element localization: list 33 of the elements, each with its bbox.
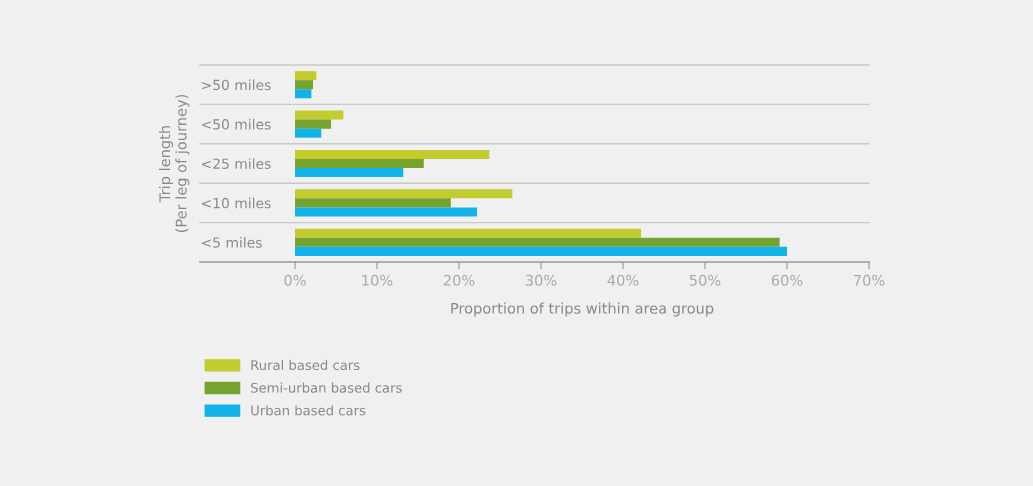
bar (295, 119, 332, 129)
x-axis-title: Proportion of trips within area group (451, 302, 714, 317)
legend-label: Urban based cars (251, 405, 366, 416)
bar (295, 89, 312, 99)
x-tick-label: 70% (853, 274, 885, 286)
y-tick-label: >50 miles (202, 79, 271, 91)
bar (295, 80, 314, 90)
x-tick-label: 60% (771, 274, 803, 286)
bar (295, 149, 490, 159)
bar (295, 198, 451, 208)
bar (295, 110, 344, 120)
y-tick-label: <25 miles (202, 158, 271, 169)
y-tick-label: <50 miles (202, 118, 271, 130)
x-tick-label: 40% (607, 274, 639, 286)
x-tick-label: 10% (362, 274, 393, 286)
bar (295, 158, 424, 169)
bar (295, 168, 404, 178)
y-tick-label: <5 miles (202, 237, 262, 248)
x-tick-label: 50% (689, 274, 721, 286)
bar (295, 128, 322, 138)
bar (295, 71, 317, 81)
legend-label: Semi-urban based cars (251, 382, 402, 393)
bar (295, 237, 780, 247)
x-tick-label: 0% (284, 274, 306, 286)
bar (295, 189, 513, 199)
bar (295, 228, 642, 238)
bar (295, 246, 787, 256)
bar (295, 207, 478, 217)
x-tick-label: 30% (525, 274, 557, 286)
y-tick-label: <10 miles (202, 197, 271, 209)
y-axis-title: Trip length (Per leg of journey) (159, 94, 190, 233)
legend-label: Rural based cars (251, 359, 360, 371)
x-tick-label: 20% (443, 274, 475, 286)
